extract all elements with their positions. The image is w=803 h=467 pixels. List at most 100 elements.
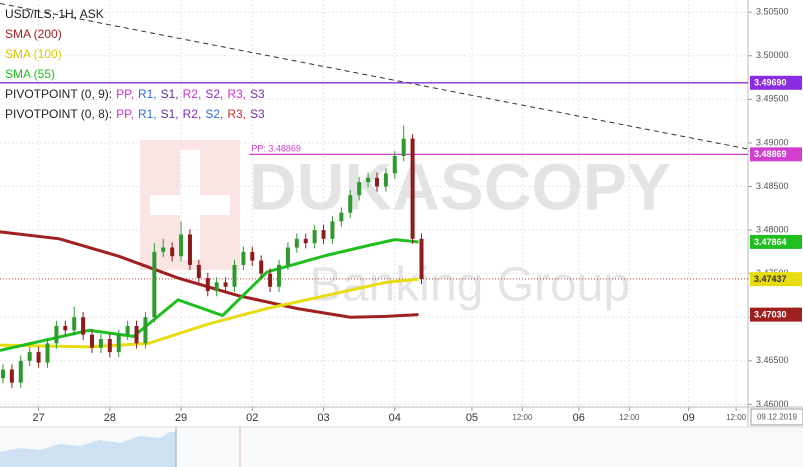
legend-title: USD/ILS, 1H, ASK bbox=[5, 7, 104, 21]
sma-label: 3.47437 bbox=[754, 274, 787, 284]
candle-body bbox=[161, 247, 166, 252]
candle-body bbox=[90, 334, 95, 348]
candle-body bbox=[143, 317, 148, 344]
pivot-item: S1, bbox=[161, 87, 179, 101]
candle-body bbox=[241, 251, 246, 265]
candle-body bbox=[81, 317, 86, 335]
sma-line bbox=[0, 238, 419, 352]
pivot-legend: PIVOTPOINT (0, 9): PP, R1, S1, R2, S2, R3, S3 bbox=[5, 87, 265, 101]
pivot-legend: PIVOTPOINT (0, 8): PP, R1, S1, R2, S2, R3, S3 bbox=[5, 107, 265, 121]
watermark-logo bbox=[180, 150, 200, 260]
x-tick-label: 05 bbox=[466, 412, 478, 424]
sma-box bbox=[750, 272, 802, 287]
candle-body bbox=[294, 238, 299, 248]
x-tick-label: 12:00 bbox=[512, 413, 533, 422]
candle-body bbox=[312, 230, 317, 244]
x-tick-label: 27 bbox=[32, 412, 44, 424]
candle-body bbox=[107, 339, 112, 353]
y-tick-label: 3.50000 bbox=[756, 50, 789, 60]
pivot-item: S3 bbox=[250, 107, 265, 121]
candle-body bbox=[18, 360, 23, 383]
x-tick-label: 04 bbox=[389, 412, 401, 424]
pivot-item: PP, bbox=[116, 87, 134, 101]
candle-body bbox=[125, 325, 130, 335]
y-tick-label: 3.49500 bbox=[756, 94, 789, 104]
pivot-item: R2, bbox=[183, 87, 202, 101]
candle-body bbox=[250, 251, 255, 261]
pivot-item: R1, bbox=[138, 107, 157, 121]
candle-body bbox=[401, 138, 406, 157]
candle-body bbox=[72, 317, 77, 331]
y-tick-label: 3.46000 bbox=[756, 399, 789, 409]
x-tick-label: 28 bbox=[104, 412, 116, 424]
candle-body bbox=[366, 177, 371, 183]
candle-body bbox=[134, 325, 139, 344]
navigator bbox=[0, 427, 803, 467]
sma-label: 3.47030 bbox=[754, 309, 787, 319]
candle-body bbox=[187, 234, 192, 265]
pivot-item: PP, bbox=[116, 107, 134, 121]
watermark-text: Banking Group bbox=[310, 259, 630, 312]
x-tick-label: 29 bbox=[175, 412, 187, 424]
legend-entry: SMA (100) bbox=[5, 47, 62, 61]
x-tick-label: 12:00 bbox=[619, 413, 640, 422]
level-label: 3.48869 bbox=[754, 149, 787, 159]
pivot-name: PIVOTPOINT (0, 8): bbox=[5, 107, 112, 121]
sma-box bbox=[750, 234, 802, 249]
candle-body bbox=[374, 177, 379, 187]
candle-body bbox=[410, 138, 415, 239]
date-label: 09.12.2019 bbox=[757, 413, 798, 422]
candle-body bbox=[321, 230, 326, 239]
candle-body bbox=[419, 238, 424, 279]
pivot-item: R3, bbox=[227, 87, 246, 101]
trendline bbox=[0, 2, 749, 150]
candle-body bbox=[0, 369, 5, 379]
candle-body bbox=[285, 247, 290, 265]
candle-body bbox=[392, 156, 397, 174]
level-text: PP: 3.48869 bbox=[251, 144, 301, 154]
candle-body bbox=[383, 173, 388, 187]
candle-body bbox=[303, 238, 308, 244]
legend-entry: SMA (55) bbox=[5, 67, 55, 81]
x-tick-label: 12:00 bbox=[726, 413, 747, 422]
y-tick-label: 3.49000 bbox=[756, 137, 789, 147]
candle-body bbox=[214, 282, 219, 292]
candle-body bbox=[339, 212, 344, 222]
pivot-item: S1, bbox=[161, 107, 179, 121]
y-tick-label: 3.48500 bbox=[756, 181, 789, 191]
x-tick-label: 02 bbox=[246, 412, 258, 424]
pivot-item: S2, bbox=[205, 107, 223, 121]
candle-body bbox=[98, 339, 103, 348]
y-tick-label: 3.50500 bbox=[756, 7, 789, 17]
pivot-item: S2, bbox=[205, 87, 223, 101]
y-tick-label: 3.46500 bbox=[756, 355, 789, 365]
x-tick-label: 06 bbox=[573, 412, 585, 424]
candle-body bbox=[330, 221, 335, 239]
candle-body bbox=[268, 273, 273, 287]
x-tick-label: 09 bbox=[683, 412, 695, 424]
sma-box bbox=[750, 307, 802, 322]
candle-body bbox=[54, 325, 59, 344]
sma-label: 3.47864 bbox=[754, 237, 787, 247]
sma-line bbox=[0, 230, 419, 319]
level-label: 3.49690 bbox=[754, 78, 787, 88]
candle-body bbox=[179, 234, 184, 257]
candle-body bbox=[232, 264, 237, 287]
candle-body bbox=[36, 352, 41, 363]
level-box bbox=[750, 75, 802, 90]
candle-body bbox=[259, 260, 264, 274]
y-tick-label: 3.48000 bbox=[756, 224, 789, 234]
candle-body bbox=[9, 369, 14, 383]
candle-body bbox=[357, 182, 362, 196]
date-box bbox=[750, 408, 803, 426]
x-tick-label: 03 bbox=[317, 412, 329, 424]
pivot-item: S3 bbox=[250, 87, 265, 101]
pivot-item: R2, bbox=[183, 107, 202, 121]
candle-body bbox=[152, 251, 157, 318]
candle-body bbox=[223, 282, 228, 287]
level-box bbox=[750, 147, 802, 162]
candle-body bbox=[116, 334, 121, 353]
navigator-area bbox=[0, 432, 176, 467]
